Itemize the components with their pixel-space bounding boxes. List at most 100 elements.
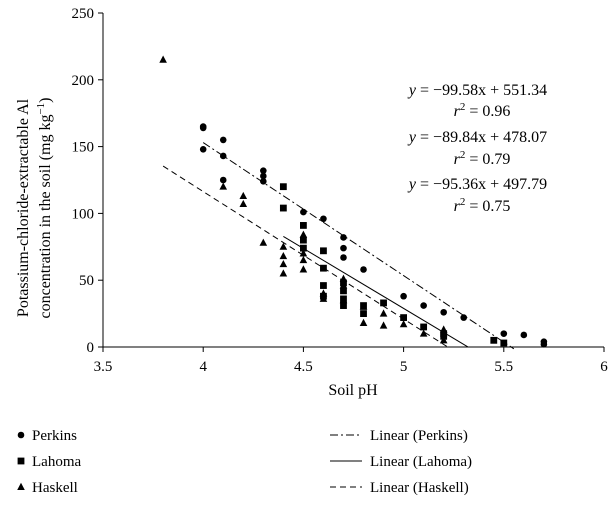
data-point: [419, 329, 428, 337]
data-point: [520, 331, 528, 339]
data-point: [320, 282, 327, 289]
x-tick-label: 5.5: [494, 359, 513, 375]
regression-equation: y = −99.58x + 551.34: [407, 82, 547, 99]
data-point: [359, 302, 368, 310]
data-point: [340, 302, 347, 309]
y-tick-label: 150: [72, 140, 95, 156]
legend-label-lahoma: Lahoma: [32, 454, 81, 470]
y-tick-label: 250: [72, 6, 95, 22]
y-tick-label: 100: [72, 206, 95, 222]
data-point: [279, 183, 287, 191]
regression-annotations: y = −99.58x + 551.34 r2 = 0.96 y = −89.84x…: [407, 82, 547, 215]
regression-equation: y = −89.84x + 478.07: [407, 129, 547, 146]
data-point: [299, 249, 308, 257]
legend-label-haskell: Haskell: [32, 480, 78, 496]
x-tick-label: 6: [600, 359, 608, 375]
r-squared: r2 = 0.75: [454, 196, 511, 215]
data-point: [259, 238, 268, 246]
data-point: [219, 152, 227, 160]
data-point: [239, 199, 248, 208]
regression-equation: y = −95.36x + 497.79: [407, 176, 547, 193]
data-point: [299, 265, 308, 273]
y-tick-label: 50: [79, 273, 94, 289]
data-point: [260, 167, 267, 174]
data-point: [219, 176, 227, 184]
legend-trend-label-haskell: Linear (Haskell): [370, 480, 469, 496]
data-point: [299, 230, 308, 238]
y-tick-label: 200: [72, 73, 95, 89]
r-squared: r2 = 0.96: [454, 101, 511, 120]
data-point: [300, 222, 307, 229]
data-point: [379, 321, 388, 329]
data-point: [360, 310, 367, 317]
y-axis-label-line2: concentration in the soil (mg kg−1): [35, 98, 54, 319]
r-squared: r2 = 0.79: [454, 149, 511, 168]
data-point: [320, 215, 327, 223]
data-point: [540, 341, 548, 348]
legend-marker-haskell: [17, 482, 25, 490]
legend-marker-perkins: [17, 431, 25, 439]
data-point: [320, 247, 327, 255]
data-point: [400, 314, 407, 322]
data-point: [279, 259, 288, 268]
x-tick-label: 4: [199, 359, 207, 375]
trend-line-perkins: [202, 142, 515, 350]
data-point: [439, 325, 448, 333]
y-axis-label-line1: Potassium-chloride-extractable Al: [15, 98, 32, 317]
axes: Potassium-chloride-extractable Al concen…: [15, 6, 608, 399]
legend: Perkins Linear (Perkins) Lahoma Linear (Lah…: [17, 428, 472, 496]
data-point: [159, 55, 167, 63]
data-point: [490, 336, 498, 344]
legend-trend-label-lahoma: Linear (Lahoma): [370, 454, 472, 470]
data-point: [460, 314, 468, 321]
data-point: [380, 299, 387, 307]
data-point: [440, 308, 447, 316]
data-point: [219, 182, 228, 190]
trend-line-haskell: [162, 165, 448, 348]
data-point: [340, 244, 347, 252]
data-point: [379, 309, 388, 317]
x-tick-label: 5: [400, 359, 408, 375]
data-point: [199, 145, 207, 153]
data-point: [420, 323, 428, 331]
data-point: [219, 136, 227, 144]
data-point: [340, 234, 347, 241]
data-point: [260, 172, 267, 180]
data-point: [279, 204, 287, 212]
data-point: [279, 251, 288, 260]
data-point: [339, 274, 348, 282]
trend-line-lahoma: [283, 235, 468, 348]
data-point: [360, 266, 367, 273]
x-tick-label: 4.5: [294, 359, 313, 375]
data-point: [500, 339, 508, 347]
data-point: [260, 178, 267, 185]
data-point: [319, 294, 328, 302]
data-point: [300, 236, 307, 244]
data-point: [439, 336, 448, 344]
plot-area: [159, 55, 548, 350]
y-tick-label: 0: [87, 340, 95, 356]
data-point: [300, 208, 307, 216]
data-point: [279, 269, 288, 277]
data-point: [319, 289, 328, 297]
data-point: [340, 254, 347, 261]
data-point: [339, 296, 348, 304]
data-point: [300, 244, 307, 252]
data-point: [340, 287, 347, 295]
legend-marker-lahoma: [17, 457, 25, 465]
data-point: [279, 242, 288, 250]
series-perkins: [199, 123, 548, 350]
series-haskell: [159, 55, 448, 348]
data-point: [359, 318, 368, 326]
data-point: [199, 124, 207, 132]
data-point: [500, 330, 508, 337]
data-point: [400, 292, 407, 300]
data-point: [399, 320, 408, 328]
x-axis-label: Soil pH: [328, 382, 378, 399]
x-tick-label: 3.5: [94, 359, 113, 375]
data-point: [299, 255, 308, 264]
legend-label-perkins: Perkins: [32, 428, 77, 444]
data-point: [239, 191, 248, 200]
legend-trend-label-perkins: Linear (Perkins): [370, 428, 468, 444]
